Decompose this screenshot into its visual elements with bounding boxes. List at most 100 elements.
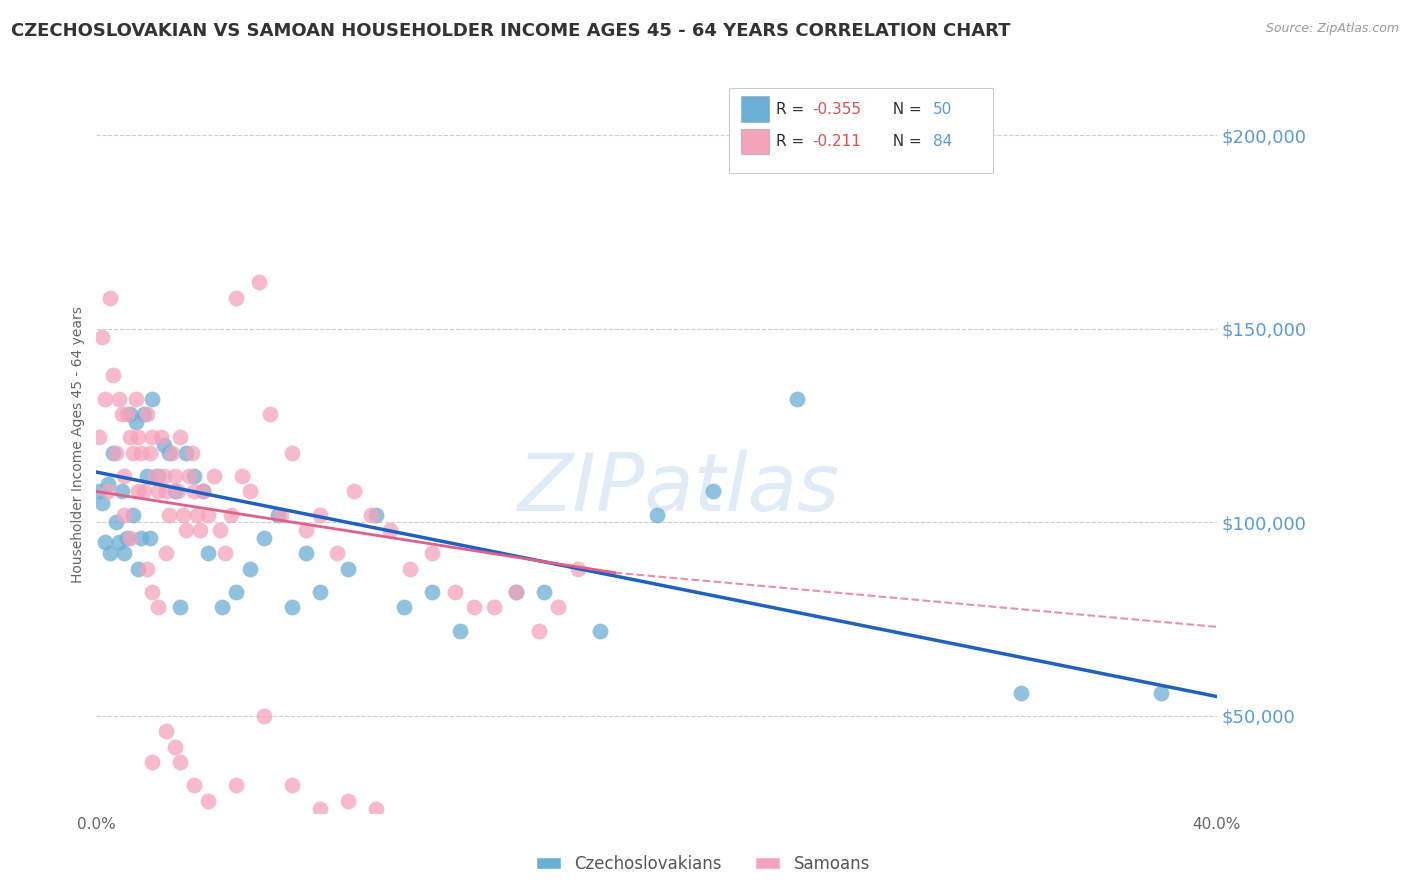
Text: ZIPatlas: ZIPatlas: [517, 450, 839, 528]
Point: [239, 562, 262, 576]
Point: [463, 600, 485, 615]
Point: [394, 600, 416, 615]
Point: [115, 531, 138, 545]
Point: [183, 484, 205, 499]
Point: [567, 562, 589, 576]
Point: [191, 484, 214, 499]
Point: [143, 469, 166, 483]
Point: [127, 562, 149, 576]
Point: [107, 534, 129, 549]
Point: [101, 368, 124, 383]
Point: [191, 484, 214, 499]
Point: [135, 562, 157, 576]
Point: [399, 562, 422, 576]
Point: [141, 756, 163, 770]
Point: [589, 624, 612, 638]
Point: [366, 508, 388, 522]
Point: [101, 446, 124, 460]
Point: [281, 779, 304, 793]
Point: [118, 531, 141, 545]
Point: [177, 469, 200, 483]
Point: [112, 546, 135, 560]
Text: 50: 50: [934, 102, 952, 117]
Text: N =: N =: [883, 102, 927, 117]
Point: [149, 430, 172, 444]
Point: [91, 496, 114, 510]
Point: [129, 446, 152, 460]
Point: [163, 469, 186, 483]
Point: [127, 430, 149, 444]
FancyBboxPatch shape: [741, 128, 769, 154]
Text: R =: R =: [776, 134, 810, 149]
Point: [112, 508, 135, 522]
Point: [94, 534, 117, 549]
Point: [343, 484, 366, 499]
Point: [380, 523, 402, 537]
Point: [163, 484, 186, 499]
Point: [219, 508, 242, 522]
Point: [115, 407, 138, 421]
Point: [89, 484, 111, 499]
Text: -0.211: -0.211: [813, 134, 860, 149]
Point: [155, 546, 177, 560]
Point: [121, 446, 143, 460]
Point: [174, 446, 197, 460]
Point: [309, 585, 332, 599]
Point: [214, 546, 236, 560]
Point: [104, 516, 127, 530]
Point: [110, 484, 132, 499]
Point: [326, 546, 349, 560]
Point: [786, 392, 808, 406]
Point: [141, 430, 163, 444]
Point: [160, 446, 183, 460]
Point: [253, 708, 276, 723]
Point: [188, 523, 211, 537]
Point: [247, 276, 270, 290]
Point: [138, 531, 160, 545]
Point: [124, 392, 146, 406]
Point: [444, 585, 467, 599]
Point: [180, 446, 202, 460]
Point: [422, 546, 444, 560]
Point: [295, 546, 318, 560]
Point: [547, 600, 569, 615]
Point: [169, 756, 191, 770]
Point: [146, 469, 169, 483]
Point: [118, 407, 141, 421]
Point: [169, 430, 191, 444]
Point: [157, 508, 180, 522]
Point: [104, 446, 127, 460]
Point: [172, 508, 194, 522]
Point: [146, 484, 169, 499]
Point: [155, 484, 177, 499]
Point: [186, 508, 208, 522]
Point: [202, 469, 225, 483]
Point: [152, 469, 174, 483]
Point: [505, 585, 527, 599]
Point: [138, 446, 160, 460]
Point: [132, 407, 155, 421]
Point: [127, 484, 149, 499]
Point: [366, 802, 388, 816]
Point: [124, 415, 146, 429]
Point: [1149, 685, 1171, 699]
Text: R =: R =: [776, 102, 810, 117]
Point: [267, 508, 290, 522]
Point: [702, 484, 724, 499]
FancyBboxPatch shape: [730, 88, 993, 173]
FancyBboxPatch shape: [741, 96, 769, 122]
Point: [183, 779, 205, 793]
Point: [112, 469, 135, 483]
Point: [360, 508, 382, 522]
Point: [129, 531, 152, 545]
Text: Source: ZipAtlas.com: Source: ZipAtlas.com: [1265, 22, 1399, 36]
Text: N =: N =: [883, 134, 927, 149]
Y-axis label: Householder Income Ages 45 - 64 years: Householder Income Ages 45 - 64 years: [72, 307, 86, 583]
Point: [197, 546, 219, 560]
Point: [337, 794, 360, 808]
Point: [309, 802, 332, 816]
Point: [141, 392, 163, 406]
Point: [166, 484, 188, 499]
Point: [96, 484, 118, 499]
Point: [309, 508, 332, 522]
